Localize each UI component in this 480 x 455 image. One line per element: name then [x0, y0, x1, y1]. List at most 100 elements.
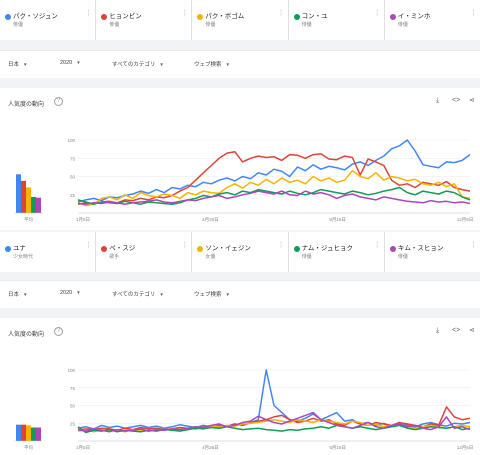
dropdown-caret-icon: ▼ [23, 292, 28, 297]
average-bar [26, 425, 31, 441]
x-tick-label: 1月5日 [76, 217, 90, 223]
more-vert-icon[interactable]: ⋮ [373, 10, 381, 17]
share-icon[interactable]: ⋖ [469, 327, 475, 334]
download-icon[interactable]: ⤓ [436, 327, 440, 334]
term-name: パク・ソジュン [13, 13, 58, 20]
more-vert-icon[interactable]: ⋮ [181, 242, 189, 249]
term-type: 少女時代 [13, 254, 34, 260]
series-line [77, 190, 471, 205]
interest-over-time-card-2: 人気度の動向 ? ⤓ <> ⋖ 100 75 50 25 1月5日 4月26日 8月16日 1… [0, 318, 480, 455]
term-card[interactable]: ナム・ジュヒョク 俳優 ⋮ [289, 232, 385, 272]
average-bar [36, 197, 41, 213]
average-bar [26, 187, 31, 213]
term-type: 歌手 [109, 254, 120, 260]
more-vert-icon[interactable]: ⋮ [277, 242, 285, 249]
average-bar [21, 424, 26, 441]
color-dot [5, 246, 11, 252]
term-name: ヒョンビン [109, 13, 142, 20]
term-name: ソン・イェジン [205, 245, 251, 252]
y-tick-label: 100 [67, 368, 75, 373]
dropdown-caret-icon: ▼ [159, 292, 164, 297]
color-dot [293, 14, 300, 20]
term-card[interactable]: ヒョンビン俳優 ⋮ [96, 0, 193, 40]
year-select[interactable]: 2020 ▼ [60, 60, 81, 66]
term-type: 女優 [205, 254, 216, 260]
region-value: 日本 [8, 62, 20, 68]
category-select[interactable]: すべてのカテゴリ ▼ [112, 60, 164, 68]
term-card[interactable]: パク・ボゴム 俳優 ⋮ [192, 0, 289, 40]
dropdown-caret-icon: ▼ [76, 290, 81, 295]
help-icon[interactable]: ? [54, 97, 63, 106]
x-tick-label: 8月16日 [329, 445, 346, 451]
color-dot [5, 14, 11, 20]
more-vert-icon[interactable]: ⋮ [181, 10, 189, 17]
download-icon[interactable]: ⤓ [436, 97, 440, 104]
trend-chart-2: 100 75 50 25 1月5日 4月26日 8月16日 12月6日 平均 [14, 368, 473, 451]
term-type: 俳優 [109, 22, 120, 28]
color-dot [197, 246, 204, 252]
term-name: ユナ [13, 245, 26, 252]
series-line [77, 139, 471, 203]
x-tick-label: 12月6日 [457, 217, 474, 223]
more-vert-icon[interactable]: ⋮ [277, 10, 285, 17]
region-select[interactable]: 日本 ▼ [8, 290, 27, 298]
y-tick-label: 25 [70, 421, 76, 426]
color-dot [293, 246, 300, 252]
average-label: 平均 [24, 444, 33, 451]
dropdown-caret-icon: ▼ [225, 292, 230, 297]
dropdown-caret-icon: ▼ [23, 62, 28, 67]
term-type: 俳優 [301, 254, 312, 260]
x-tick-label: 4月26日 [202, 217, 219, 223]
filter-bar-2: 日本 ▼ 2020 ▼ すべてのカテゴリ ▼ ウェブ検索 ▼ [0, 280, 480, 308]
average-bar [31, 427, 36, 441]
category-value: すべてのカテゴリ [112, 292, 156, 298]
dropdown-caret-icon: ▼ [159, 62, 164, 67]
more-vert-icon[interactable]: ⋮ [470, 10, 478, 17]
category-select[interactable]: すべてのカテゴリ ▼ [112, 290, 164, 298]
term-type: 俳優 [397, 254, 408, 260]
series-line [77, 424, 471, 434]
embed-icon[interactable]: <> [452, 327, 461, 334]
embed-icon[interactable]: <> [452, 97, 461, 104]
share-icon[interactable]: ⋖ [469, 97, 475, 104]
term-card[interactable]: キム・スヒョン 俳優 ⋮ [385, 232, 480, 272]
term-card[interactable]: イ・ミンホ 俳優 ⋮ [385, 0, 480, 40]
average-label: 平均 [24, 216, 33, 223]
term-card[interactable]: コン・ユ 俳優 ⋮ [289, 0, 385, 40]
term-card[interactable]: ソン・イェジン 女優 ⋮ [192, 232, 289, 272]
term-name: コン・ユ [301, 13, 328, 20]
term-card[interactable]: ペ・スジ 歌手 ⋮ [96, 232, 193, 272]
search-type-select[interactable]: ウェブ検索 ▼ [194, 290, 230, 298]
color-dot [101, 246, 108, 252]
card-title: 人気度の動向 [8, 102, 45, 108]
term-card[interactable]: ユナ少女時代 ⋮ [0, 232, 97, 272]
search-type-select[interactable]: ウェブ検索 ▼ [194, 60, 230, 68]
average-bar [16, 424, 21, 441]
series-line [77, 150, 471, 205]
more-vert-icon[interactable]: ⋮ [85, 242, 93, 249]
average-bar [16, 174, 21, 213]
year-value: 2020 [60, 290, 73, 296]
color-dot [101, 14, 108, 20]
color-dot [389, 246, 396, 252]
y-tick-label: 50 [70, 404, 76, 409]
x-tick-label: 4月26日 [202, 445, 219, 451]
term-name: パク・ボゴム [205, 13, 245, 20]
section-gap [0, 308, 480, 318]
x-tick-label: 8月16日 [329, 217, 346, 223]
filter-bar-1: 日本 ▼ 2020 ▼ すべてのカテゴリ ▼ ウェブ検索 ▼ [0, 50, 480, 78]
y-tick-label: 50 [70, 175, 76, 180]
term-type: 俳優 [205, 22, 216, 28]
series-line [77, 369, 471, 430]
help-icon[interactable]: ? [54, 327, 63, 336]
year-select[interactable]: 2020 ▼ [60, 290, 81, 296]
term-card[interactable]: パク・ソジュン 俳優 ⋮ [0, 0, 97, 40]
x-tick-label: 1月5日 [76, 445, 90, 451]
more-vert-icon[interactable]: ⋮ [373, 242, 381, 249]
term-bar-1: パク・ソジュン 俳優 ⋮ ヒョンビン 俳優 ⋮ パク・ボゴム 俳優 ⋮ コン・ユ 俳優 ⋮ イ・… [0, 0, 480, 40]
series-line [77, 406, 471, 432]
region-select[interactable]: 日本 ▼ [8, 60, 27, 68]
average-bar [21, 180, 26, 213]
more-vert-icon[interactable]: ⋮ [470, 242, 478, 249]
more-vert-icon[interactable]: ⋮ [85, 10, 93, 17]
